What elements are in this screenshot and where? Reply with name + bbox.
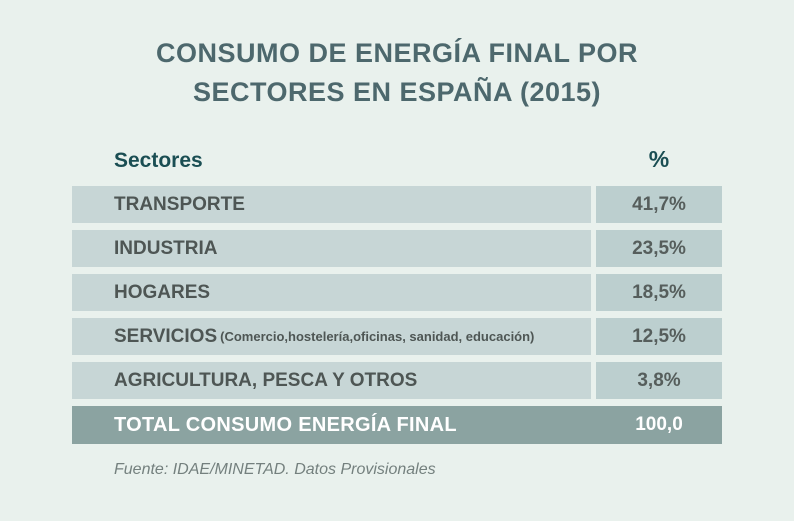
- sector-cell: INDUSTRIA: [72, 230, 591, 267]
- table-row: AGRICULTURA, PESCA Y OTROS 3,8%: [72, 362, 722, 399]
- header-percent-label: %: [648, 146, 670, 172]
- source-note: Fuente: IDAE/MINETAD. Datos Provisionale…: [114, 461, 436, 478]
- sector-cell: AGRICULTURA, PESCA Y OTROS: [72, 362, 591, 399]
- page-title: CONSUMO DE ENERGÍA FINAL POR SECTORES EN…: [0, 0, 794, 112]
- percent-value: 3,8%: [596, 362, 722, 399]
- sector-name: AGRICULTURA, PESCA Y OTROS: [114, 369, 418, 391]
- sector-name: HOGARES: [114, 281, 211, 303]
- percent-value: 18,5%: [596, 274, 722, 311]
- page-title-line1: CONSUMO DE ENERGÍA FINAL POR: [155, 38, 639, 68]
- table-header: Sectores %: [72, 146, 722, 173]
- header-sector-label: Sectores: [114, 149, 203, 172]
- sector-cell: SERVICIOS (Comercio,hostelería,oficinas,…: [72, 318, 591, 355]
- energy-table: Sectores % TRANSPORTE 41,7% INDUSTRIA 23…: [72, 146, 722, 479]
- page-title-line2: SECTORES EN ESPAÑA (2015): [192, 77, 602, 107]
- table-row: TRANSPORTE 41,7%: [72, 186, 722, 223]
- sector-detail: (Comercio,hostelería,oficinas, sanidad, …: [220, 329, 535, 344]
- total-row: TOTAL CONSUMO ENERGÍA FINAL 100,0: [72, 406, 722, 444]
- sector-name: INDUSTRIA: [114, 237, 218, 259]
- table-row: INDUSTRIA 23,5%: [72, 230, 722, 267]
- table-row: SERVICIOS (Comercio,hostelería,oficinas,…: [72, 318, 722, 355]
- sector-cell: TRANSPORTE: [72, 186, 591, 223]
- table-row: HOGARES 18,5%: [72, 274, 722, 311]
- percent-value: 23,5%: [596, 230, 722, 267]
- sector-name: SERVICIOS: [114, 325, 218, 347]
- percent-value: 12,5%: [596, 318, 722, 355]
- percent-value: 41,7%: [596, 186, 722, 223]
- total-label: TOTAL CONSUMO ENERGÍA FINAL: [114, 413, 457, 436]
- sector-name: TRANSPORTE: [114, 193, 245, 215]
- sector-cell: HOGARES: [72, 274, 591, 311]
- total-value: 100,0: [635, 414, 683, 435]
